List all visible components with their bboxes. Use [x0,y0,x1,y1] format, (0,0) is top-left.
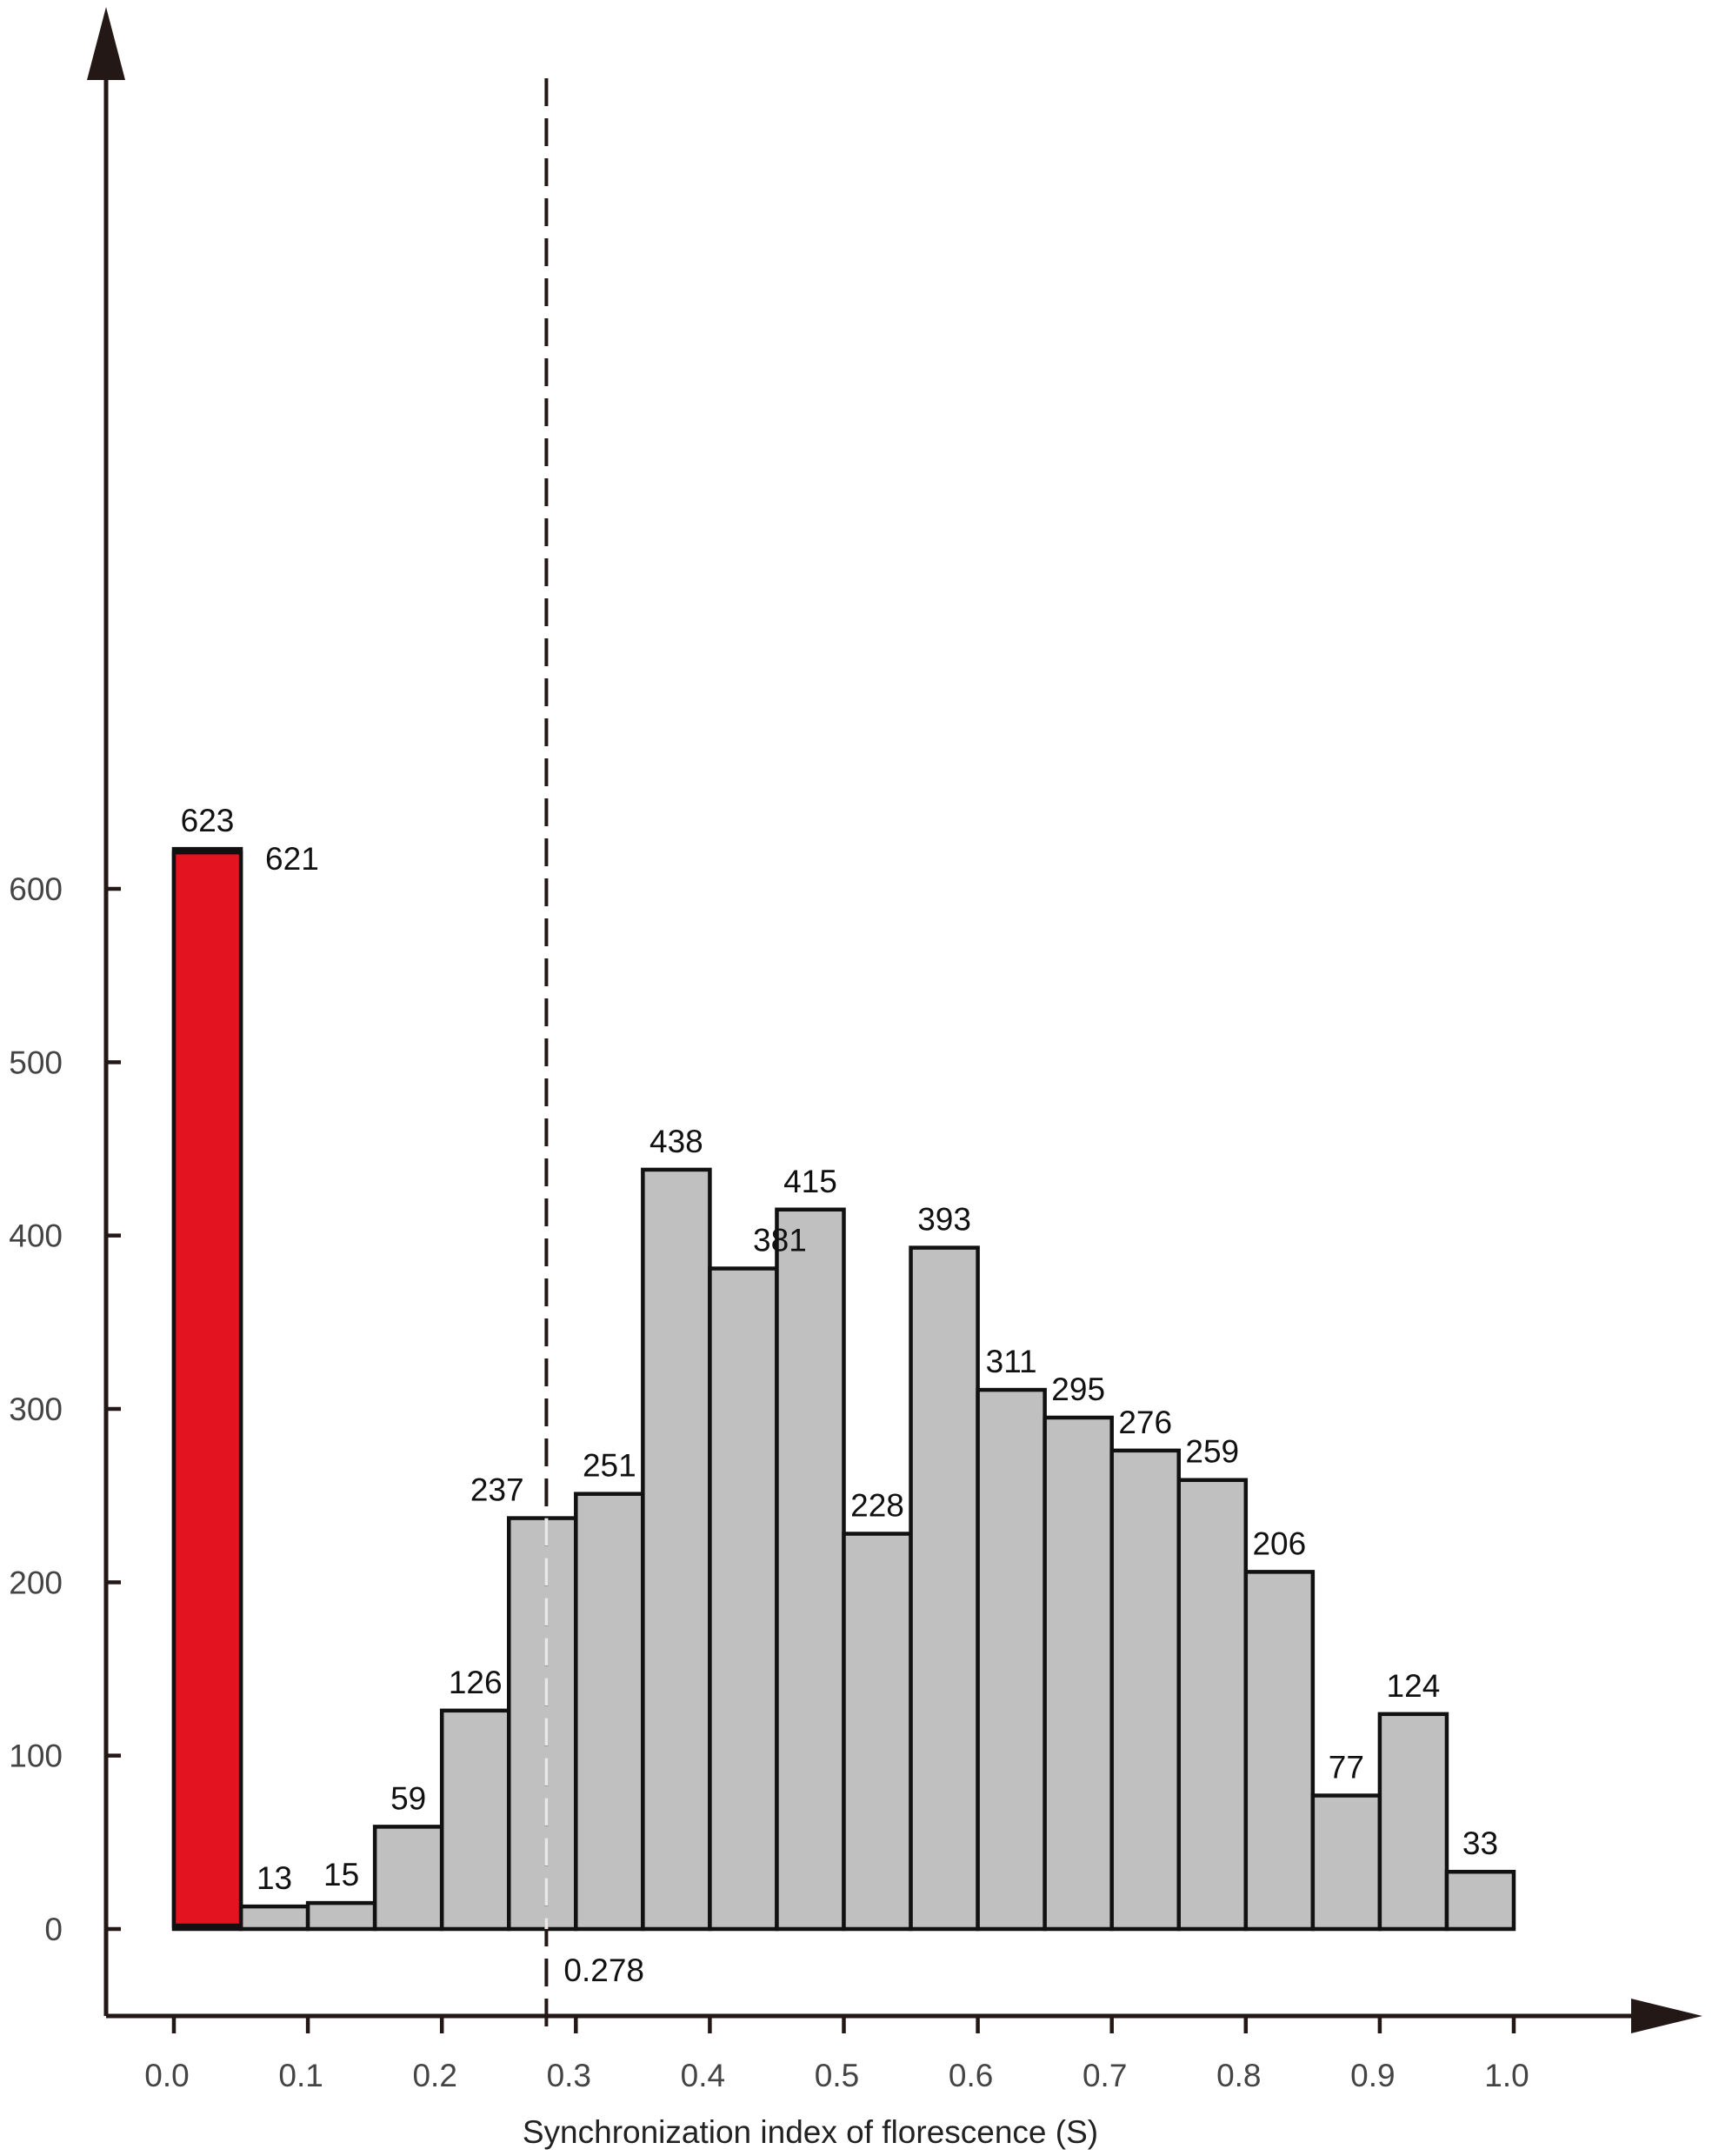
axes-layer [87,7,1702,2033]
x-axis-title: Synchronization index of florescence (S) [523,2114,1098,2150]
bar-value-label: 393 [917,1202,971,1238]
highlight-layer [171,850,243,1928]
histogram-bar [775,1207,846,1932]
histogram-bar [372,1825,444,1932]
x-tick-label: 0.9 [1350,2058,1395,2093]
histogram-bar [842,1532,913,1932]
histogram-bar [1109,1448,1181,1932]
bar-value-label: 276 [1118,1405,1172,1440]
y-tick-label: 100 [9,1739,63,1774]
x-tick-label: 0.8 [1216,2058,1261,2093]
y-axis-arrow [87,7,125,80]
bar-value-label: 295 [1051,1372,1105,1407]
bars-layer [171,846,1516,1932]
histogram-bar [708,1266,779,1932]
x-axis-arrow [1631,1999,1702,2033]
y-tick-label: 500 [9,1045,63,1080]
x-tick-label: 0.1 [278,2058,323,2093]
bar-value-label: 77 [1329,1750,1364,1786]
x-tick-label: 0.2 [412,2058,456,2093]
bar-value-label: 311 [986,1344,1037,1379]
bar-value-label: 124 [1387,1668,1441,1704]
bar-value-label: 438 [649,1124,703,1159]
x-tick-label: 0.4 [681,2058,725,2093]
histogram-bar [1243,1570,1316,1932]
bar-value-label: 15 [323,1857,359,1892]
highlight-bar [171,850,243,1928]
y-tick-label: 200 [9,1565,63,1600]
bar-value-label: 228 [850,1488,904,1524]
bar-value-label: 33 [1462,1826,1498,1861]
x-tick-label: 0.5 [815,2058,859,2093]
histogram-bar [439,1708,511,1932]
histogram-bar [1310,1793,1382,1932]
highlight-value-label: 621 [265,841,319,877]
histogram-bar [1043,1415,1114,1932]
bar-value-label: 251 [583,1448,636,1484]
bar-value-label: 623 [181,803,235,838]
histogram-bar [1176,1478,1249,1932]
bar-value-label: 59 [390,1780,426,1816]
y-tick-label: 300 [9,1392,63,1427]
histogram-bar [238,1904,310,1932]
x-tick-label: 0.6 [949,2058,993,2093]
bar-value-label: 415 [783,1164,837,1199]
y-tick-label: 400 [9,1218,63,1254]
histogram-bar [1444,1869,1516,1932]
y-tick-label: 600 [9,871,63,907]
bar-value-label: 126 [449,1665,503,1700]
histogram-bar [305,1900,377,1932]
bar-value-label: 237 [470,1472,524,1508]
histogram-bar [574,1492,645,1932]
x-tick-label: 0.7 [1082,2058,1127,2093]
labels-layer: 0.278 0 100 200 300 400 500 600 0.0 0.1 0.2 0.3 0.4 0… [9,803,1529,2093]
bar-value-label: 259 [1185,1434,1239,1470]
bar-value-label: 13 [256,1860,292,1896]
histogram-bar [1377,1712,1449,1932]
histogram-bar [909,1245,980,1932]
threshold-label: 0.278 [563,1952,644,1988]
x-tick-label: 1.0 [1484,2058,1529,2093]
histogram-bar [641,1167,712,1932]
x-tick-label: 0.3 [547,2058,591,2093]
histogram-bar [976,1387,1047,1932]
x-tick-label: 0.0 [144,2058,189,2093]
histogram-bar [507,1516,578,1932]
y-tick-label: 0 [44,1912,63,1947]
bar-value-label: 206 [1252,1525,1306,1561]
bar-value-label: 381 [753,1223,807,1258]
